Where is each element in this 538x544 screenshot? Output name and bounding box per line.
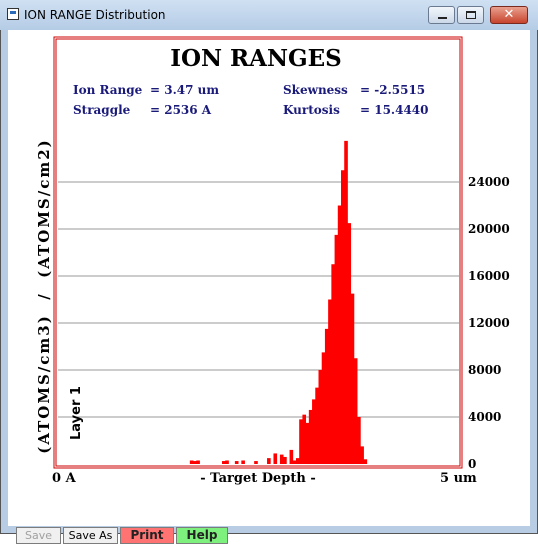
stats-block: Ion Range = 3.47 um Straggle = 2536 A Sk… bbox=[73, 83, 429, 117]
histogram-bar bbox=[283, 456, 287, 464]
maximize-button[interactable] bbox=[457, 6, 484, 24]
histogram-bar bbox=[347, 223, 352, 464]
kurtosis-value: = 15.4440 bbox=[360, 103, 429, 117]
histogram-bar bbox=[267, 458, 271, 465]
histogram-bar bbox=[196, 460, 200, 464]
y-tick-label: 16000 bbox=[468, 269, 510, 283]
histogram-bars bbox=[189, 140, 368, 465]
x-tick-label-start: 0 A bbox=[52, 471, 77, 486]
app-icon bbox=[7, 8, 19, 20]
histogram-bar bbox=[363, 459, 368, 464]
histogram-bar bbox=[360, 446, 364, 465]
histogram-bar bbox=[273, 453, 278, 464]
histogram-bar bbox=[234, 461, 239, 464]
histogram-bar bbox=[292, 460, 297, 464]
x-tick-label-end: 5 um bbox=[440, 471, 477, 486]
inner-frame bbox=[55, 38, 461, 467]
save-as-button[interactable]: Save As bbox=[63, 527, 118, 544]
print-button[interactable]: Print bbox=[120, 527, 174, 544]
histogram-bar bbox=[321, 352, 326, 465]
layer-annotation: Layer 1 bbox=[69, 386, 84, 440]
outer-frame bbox=[53, 36, 463, 469]
y-tick-label: 12000 bbox=[468, 316, 510, 330]
histogram-bar bbox=[279, 454, 284, 464]
y-tick-label: 20000 bbox=[468, 222, 510, 236]
histogram-bar bbox=[189, 460, 194, 464]
histogram-bar bbox=[315, 387, 319, 465]
histogram-bar bbox=[299, 419, 303, 464]
histogram-bar bbox=[241, 460, 245, 464]
ion-range-chart: ION RANGES Ion Range = 3.47 um Straggle … bbox=[52, 36, 510, 486]
histogram-bar bbox=[337, 205, 342, 464]
y-tick-label: 8000 bbox=[468, 363, 501, 377]
grid-lines bbox=[58, 181, 460, 418]
title-bar[interactable]: ION RANGE Distribution ✕ bbox=[0, 0, 538, 30]
y-tick-labels: 0 4000 8000 12000 16000 20000 24000 bbox=[468, 175, 510, 471]
x-axis-label: - Target Depth - bbox=[200, 471, 316, 486]
y-tick-label: 4000 bbox=[468, 410, 501, 424]
histogram-bar bbox=[324, 328, 329, 465]
client-area: ION RANGES Ion Range = 3.47 um Straggle … bbox=[8, 30, 530, 544]
minimize-icon bbox=[438, 17, 447, 19]
histogram-bar bbox=[295, 458, 300, 465]
histogram-bar bbox=[289, 449, 294, 464]
histogram-bar bbox=[308, 409, 313, 464]
window-title: ION RANGE Distribution bbox=[24, 8, 166, 22]
y-tick-label: 0 bbox=[468, 457, 476, 471]
y-axis-label: (ATOMS/cm3) / (ATOMS/cm2) bbox=[35, 138, 53, 454]
close-button[interactable]: ✕ bbox=[490, 6, 528, 24]
histogram-bar bbox=[328, 299, 332, 464]
histogram-bar bbox=[312, 399, 316, 465]
histogram-bar bbox=[331, 264, 335, 464]
histogram-bar bbox=[357, 417, 361, 464]
maximize-icon bbox=[466, 11, 476, 19]
histogram-bar bbox=[350, 293, 355, 465]
histogram-bar bbox=[353, 358, 358, 464]
histogram-bar bbox=[341, 170, 345, 464]
kurtosis-label: Kurtosis bbox=[283, 103, 340, 117]
ion-range-value: = 3.47 um bbox=[150, 83, 219, 97]
histogram-bar bbox=[254, 461, 258, 464]
histogram-bar bbox=[334, 234, 339, 465]
skewness-label: Skewness bbox=[283, 83, 348, 97]
help-button[interactable]: Help bbox=[176, 527, 228, 544]
save-button[interactable]: Save bbox=[16, 527, 61, 544]
ion-range-label: Ion Range bbox=[73, 83, 143, 97]
histogram-bar bbox=[302, 414, 307, 464]
histogram-bar bbox=[222, 461, 226, 464]
histogram-bar bbox=[344, 140, 348, 465]
histogram-bar bbox=[305, 422, 310, 465]
chart-title: ION RANGES bbox=[170, 45, 342, 72]
histogram-bar bbox=[225, 460, 229, 464]
straggle-value: = 2536 A bbox=[150, 103, 212, 117]
skewness-value: = -2.5515 bbox=[360, 83, 425, 97]
minimize-button[interactable] bbox=[428, 6, 455, 24]
y-tick-label: 24000 bbox=[468, 175, 510, 189]
histogram-bar bbox=[193, 461, 197, 464]
straggle-label: Straggle bbox=[73, 103, 131, 117]
close-icon: ✕ bbox=[503, 7, 515, 22]
histogram-bar bbox=[318, 370, 323, 464]
